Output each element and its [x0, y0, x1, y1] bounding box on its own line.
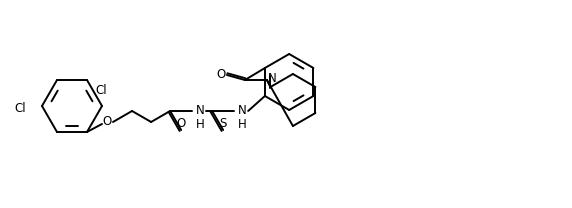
Text: Cl: Cl [14, 103, 26, 115]
Text: H: H [196, 118, 205, 131]
Text: N: N [238, 104, 247, 118]
Text: Cl: Cl [95, 84, 106, 97]
Text: H: H [238, 118, 247, 131]
Text: O: O [177, 116, 186, 130]
Text: N: N [268, 72, 276, 84]
Text: N: N [196, 104, 205, 118]
Text: O: O [216, 68, 225, 82]
Text: S: S [220, 116, 227, 130]
Text: O: O [102, 115, 112, 129]
